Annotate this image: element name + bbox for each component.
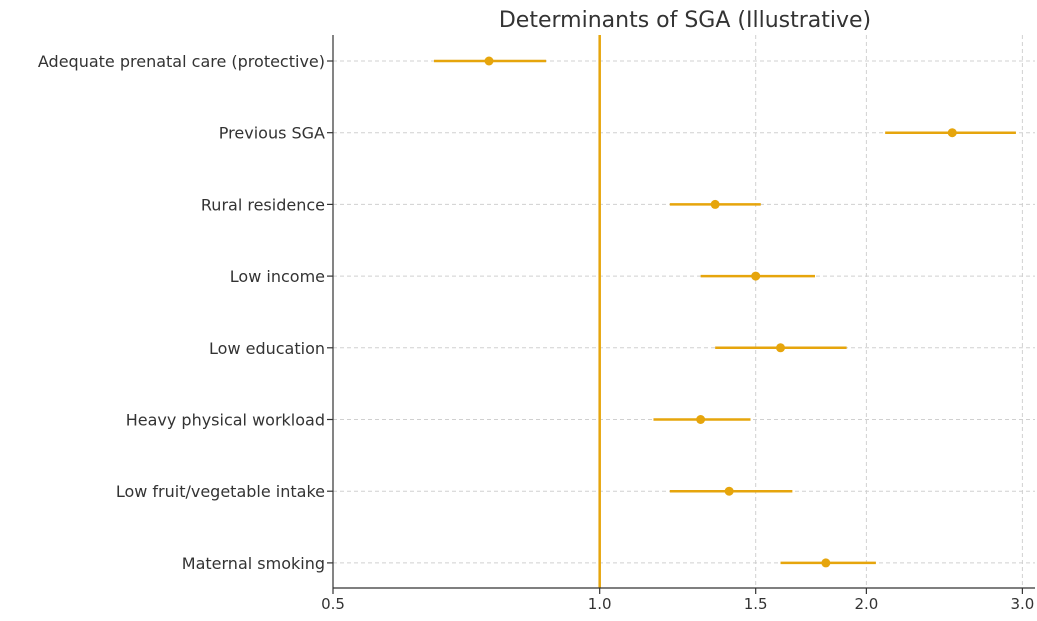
point-estimate-marker: [776, 343, 786, 353]
x-tick-label: 0.5: [321, 595, 345, 613]
point-estimate-marker: [724, 486, 734, 496]
chart-title: Determinants of SGA (Illustrative): [499, 8, 871, 33]
y-tick-label: Adequate prenatal care (protective): [38, 52, 325, 71]
point-estimate-marker: [710, 199, 720, 209]
x-tick-label: 1.5: [744, 595, 768, 613]
y-tick-label: Low income: [230, 267, 325, 286]
y-tick-label: Heavy physical workload: [126, 411, 325, 430]
axis-layer: 0.5 1.0 1.5 2.0 3.0 Adequate prenatal care (p…: [38, 35, 1035, 613]
point-estimate-marker: [484, 56, 494, 66]
y-tick-label: Previous SGA: [219, 124, 325, 143]
x-tick-label: 2.0: [854, 595, 878, 613]
y-tick-label: Low education: [209, 339, 325, 358]
point-estimate-marker: [821, 558, 831, 568]
x-tick-label: 1.0: [588, 595, 612, 613]
x-tick-label: 3.0: [1010, 595, 1034, 613]
point-estimate-marker: [696, 415, 706, 424]
y-tick-label: Maternal smoking: [182, 554, 325, 573]
point-estimate-marker: [947, 128, 957, 138]
point-estimate-marker: [751, 271, 761, 281]
marks-layer: [433, 56, 1016, 568]
grid-layer: [332, 35, 1035, 588]
y-tick-label: Rural residence: [201, 195, 325, 214]
y-tick-label: Low fruit/vegetable intake: [116, 482, 325, 501]
